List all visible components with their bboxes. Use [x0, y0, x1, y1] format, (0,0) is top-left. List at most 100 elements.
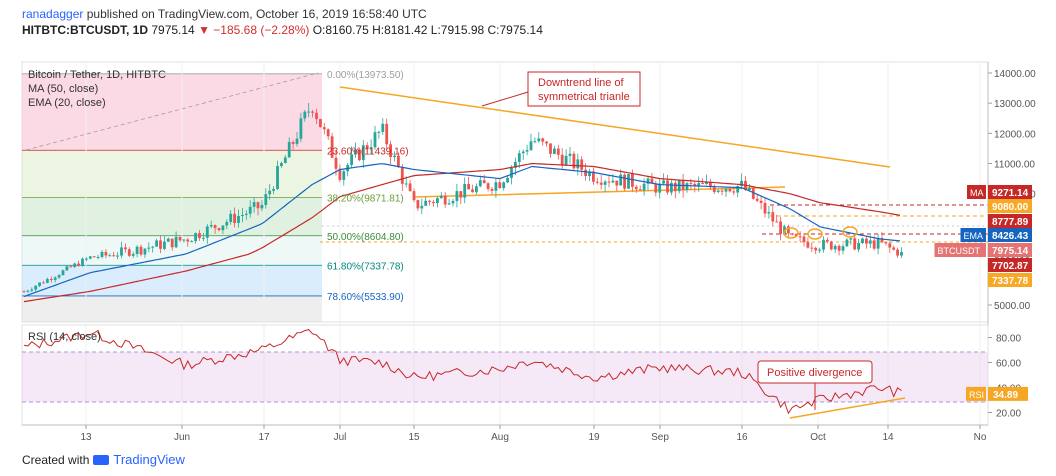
- candle-body: [447, 203, 451, 205]
- fib-level-label: 23.60%(11439.16): [327, 146, 409, 157]
- candle-body: [57, 275, 61, 278]
- candle-body: [720, 190, 724, 192]
- candle-body: [233, 213, 236, 223]
- candle-body: [818, 249, 821, 251]
- candle-body: [541, 138, 545, 142]
- candle-body: [650, 178, 654, 184]
- candle-body: [365, 145, 369, 150]
- candle-body: [268, 190, 272, 195]
- candle-body: [170, 238, 174, 248]
- candle-body: [814, 247, 818, 251]
- candle-body: [307, 111, 311, 113]
- candle-body: [217, 228, 221, 231]
- candle-body: [740, 180, 743, 187]
- candle-body: [709, 182, 712, 188]
- footer: Created with TradingView: [22, 452, 185, 467]
- candle-body: [432, 201, 435, 204]
- candle-body: [693, 183, 697, 187]
- candle-body: [322, 127, 326, 130]
- candle-body: [237, 216, 240, 223]
- downtrend-line: [339, 86, 891, 168]
- candle-body: [478, 180, 482, 187]
- fib-level-label: 78.60%(5533.90): [327, 292, 404, 303]
- candle-body: [303, 111, 307, 119]
- candle-body: [77, 263, 80, 266]
- support-marker: [807, 228, 823, 240]
- candle-body: [475, 186, 478, 193]
- rsi-axis-label: 20.00: [996, 409, 1021, 420]
- candle-body: [26, 290, 30, 292]
- candle-body: [369, 147, 373, 150]
- price-tag: [988, 199, 1032, 213]
- candle-body: [326, 129, 330, 137]
- downtrend-callout-line1: Downtrend line of: [538, 77, 625, 89]
- candle-body: [638, 189, 642, 191]
- candle-body: [46, 279, 49, 283]
- author-link[interactable]: ranadagger: [22, 7, 84, 21]
- candle-body: [38, 282, 41, 286]
- candle-body: [865, 238, 868, 244]
- candle-body: [502, 182, 506, 189]
- candle-body: [611, 180, 615, 183]
- time-axis-label: No: [974, 432, 987, 443]
- time-axis-label: Oct: [810, 432, 826, 443]
- candle-body: [510, 167, 513, 178]
- time-axis-label: 15: [408, 432, 420, 443]
- candle-body: [424, 200, 428, 206]
- candle-body: [521, 151, 525, 154]
- candle-body: [202, 237, 205, 239]
- candle-body: [685, 183, 689, 191]
- candle-body: [377, 131, 381, 133]
- candle-body: [826, 239, 829, 242]
- candle-body: [701, 183, 704, 185]
- candle-body: [338, 168, 342, 180]
- candle-body: [790, 233, 794, 235]
- candle-body: [572, 153, 576, 169]
- price-tags: 9271.14 MA 9080.00 8777.89 8426.43 EMA 7975.14…: [934, 185, 1032, 287]
- candle-body: [248, 206, 252, 214]
- price-tag: [988, 243, 1032, 257]
- candle-body: [736, 186, 740, 193]
- candle-body: [705, 182, 708, 184]
- candle-body: [436, 198, 439, 204]
- candle-body: [634, 186, 638, 190]
- candle-body: [490, 188, 494, 191]
- axis-tick-label: 12000.00: [994, 129, 1036, 140]
- rsi-axis-label: 80.00: [996, 334, 1021, 345]
- ema-line: [23, 163, 901, 298]
- candle-body: [673, 182, 677, 192]
- candle-body: [822, 239, 825, 250]
- candle-body: [627, 174, 630, 189]
- candle-body: [553, 148, 556, 154]
- candle-body: [845, 239, 849, 247]
- close-price: 7975.14: [151, 23, 195, 37]
- candle-body: [689, 183, 693, 185]
- support-marker: [842, 226, 858, 238]
- candle-body: [868, 240, 872, 244]
- trend-lines: [320, 86, 988, 243]
- candle-body: [69, 266, 73, 268]
- candle-body: [34, 285, 38, 290]
- candle-body: [190, 241, 194, 243]
- candle-body: [853, 238, 857, 250]
- candle-body: [174, 236, 178, 248]
- candle-body: [124, 247, 127, 250]
- candle-body: [428, 200, 431, 202]
- candle-body: [619, 174, 623, 186]
- candle-body: [439, 195, 443, 199]
- candle-body: [53, 277, 57, 280]
- downtrend-callout-pointer: [481, 91, 529, 107]
- candle-body: [880, 238, 884, 243]
- candle-body: [412, 191, 416, 201]
- candle-body: [642, 183, 646, 191]
- candle-body: [198, 233, 201, 239]
- candle-body: [716, 190, 720, 193]
- price-tag-value: 7702.87: [992, 261, 1029, 272]
- candle-body: [73, 263, 77, 268]
- candle-body: [888, 243, 892, 248]
- legend-ema: EMA (20, close): [28, 97, 106, 109]
- candle-body: [393, 155, 396, 158]
- tradingview-brand[interactable]: TradingView: [113, 452, 185, 467]
- fib-band: [22, 150, 322, 198]
